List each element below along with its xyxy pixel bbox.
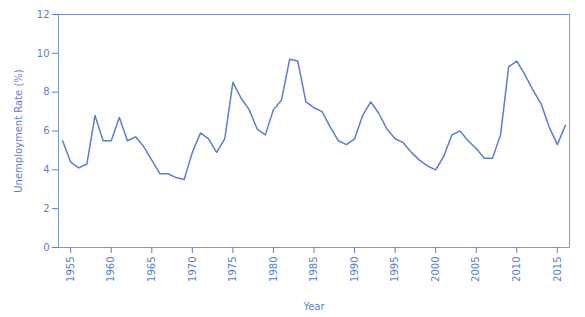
svg-text:1970: 1970 [187,257,198,282]
svg-text:2000: 2000 [430,257,441,282]
svg-text:2: 2 [43,203,49,214]
svg-text:1955: 1955 [65,257,76,282]
svg-text:2015: 2015 [552,257,563,282]
svg-text:1980: 1980 [268,257,279,282]
svg-text:1960: 1960 [105,257,116,282]
svg-text:1995: 1995 [389,257,400,282]
svg-text:6: 6 [43,125,49,136]
svg-text:2010: 2010 [511,257,522,282]
svg-text:4: 4 [43,164,49,175]
svg-text:8: 8 [43,86,49,97]
svg-text:10: 10 [37,48,50,59]
svg-text:1985: 1985 [308,257,319,282]
svg-text:12: 12 [37,9,50,20]
svg-text:0: 0 [43,242,49,253]
svg-text:1990: 1990 [349,257,360,282]
svg-text:Unemployment Rate (%): Unemployment Rate (%) [13,69,24,193]
svg-text:1965: 1965 [146,257,157,282]
svg-text:1975: 1975 [227,257,238,282]
svg-text:Year: Year [302,301,325,312]
svg-text:2005: 2005 [470,257,481,282]
